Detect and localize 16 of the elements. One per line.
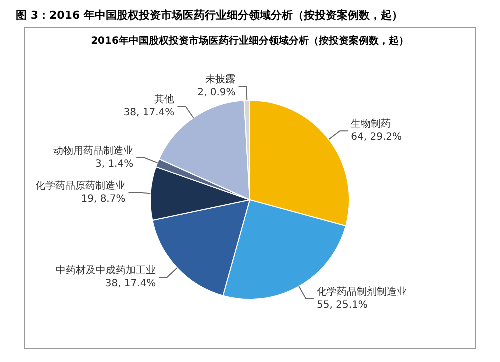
slice-label: 化学药品原药制造业 xyxy=(36,180,126,192)
slice-label: 未披露 xyxy=(206,74,236,86)
data-label: 2, 0.9% xyxy=(198,88,236,99)
slice-label: 化学药品制剂制造业 xyxy=(317,286,408,298)
chart-title: 图 3：2016 年中国股权投资市场医药行业细分领域分析（按投资案例数，起） xyxy=(16,8,404,23)
slice-label: 生物制药 xyxy=(351,118,392,130)
data-label: 38, 17.4% xyxy=(124,108,175,119)
data-label: 55, 25.1% xyxy=(317,300,368,311)
data-label: 3, 1.4% xyxy=(95,158,134,170)
data-label: 38, 17.4% xyxy=(105,278,156,290)
chart-subtitle: 2016年中国股权投资市场医药行业细分领域分析（按投资案例数，起） xyxy=(90,34,410,48)
slice-label: 动物用药品制造业 xyxy=(54,144,134,157)
data-label: 64, 29.2% xyxy=(351,132,402,144)
slice-label: 中药材及中成药加工业 xyxy=(56,264,156,277)
slice-label: 其他 xyxy=(154,94,175,106)
data-label: 19, 8.7% xyxy=(81,194,126,205)
